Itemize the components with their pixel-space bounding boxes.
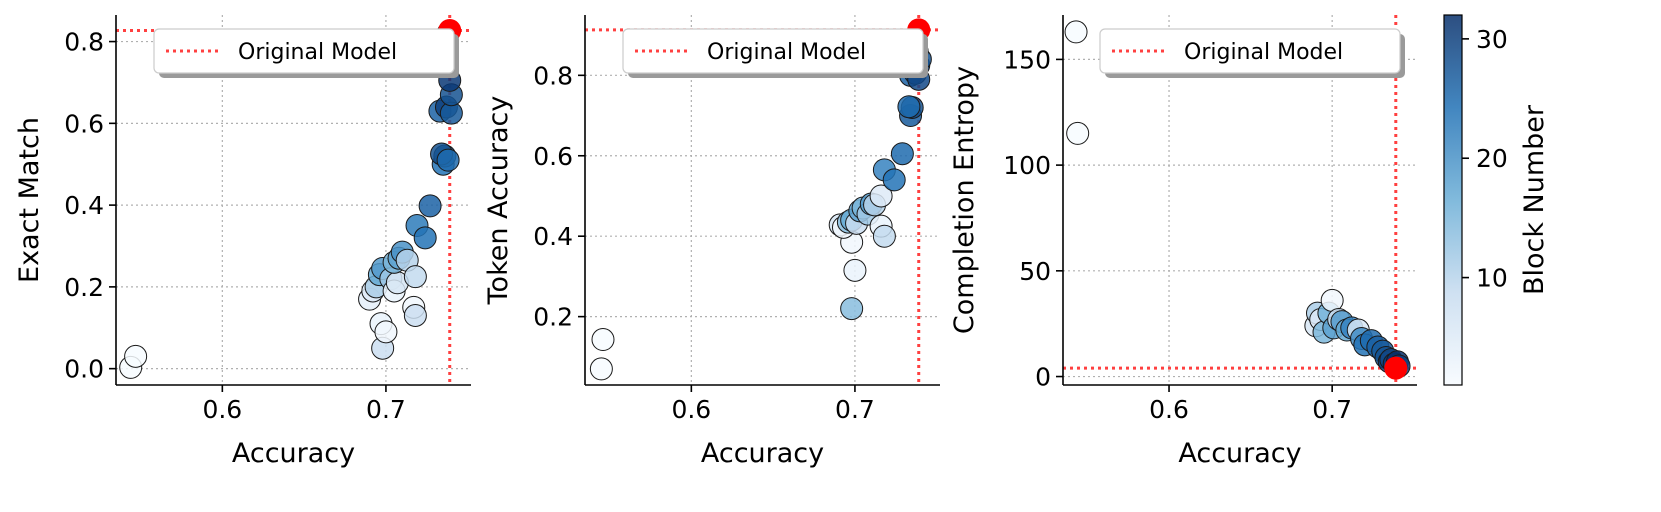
- data-point: [897, 95, 921, 119]
- y-axis-label: Token Accuracy: [483, 96, 514, 306]
- x-tick-label: 0.7: [1312, 395, 1352, 424]
- y-tick-label: 0.8: [64, 28, 104, 57]
- legend: Original Model: [1099, 28, 1405, 78]
- y-tick-label: 0.8: [533, 61, 573, 90]
- y-tick-label: 0: [1035, 363, 1051, 392]
- x-axis-label: Accuracy: [232, 438, 355, 469]
- colorbar-tick-label: 10: [1476, 264, 1508, 293]
- x-axis-label: Accuracy: [701, 438, 824, 469]
- x-tick-label: 0.6: [1149, 395, 1189, 424]
- legend-label: Original Model: [238, 40, 397, 65]
- data-point: [124, 344, 148, 368]
- y-tick-label: 0.2: [64, 273, 104, 302]
- colorbar-label: Block Number: [1519, 104, 1550, 295]
- colorbar: 10 20 30 Block Number: [1443, 14, 1550, 386]
- legend-box: [1099, 28, 1401, 74]
- original-model-point: [1384, 356, 1408, 380]
- data-point: [436, 148, 460, 172]
- scatter-panel-2: 0.6 0.7 0.2 0.4 0.6 0.8 Accuracy Token Accuracy…: [483, 15, 940, 469]
- data-point: [418, 194, 442, 218]
- y-tick-label: 0.6: [64, 109, 104, 138]
- data-point: [403, 303, 427, 327]
- data-point: [589, 357, 613, 381]
- y-axis-label: Exact Match: [14, 117, 45, 283]
- colorbar-gradient: [1443, 14, 1463, 386]
- y-tick-label: 0.4: [64, 191, 104, 220]
- y-tick-label: 150: [1003, 45, 1051, 74]
- x-tick-label: 0.7: [835, 395, 875, 424]
- data-point: [840, 297, 864, 321]
- y-tick-label: 0.6: [533, 142, 573, 171]
- legend-label: Original Model: [707, 40, 866, 65]
- x-axis-label: Accuracy: [1178, 438, 1301, 469]
- scatter-panel-3: 0.6 0.7 0 50 100 150 Accuracy Completion Entrop…: [949, 15, 1417, 469]
- x-tick-label: 0.7: [366, 395, 406, 424]
- legend-box: [622, 28, 924, 74]
- data-point: [872, 224, 896, 248]
- data-point: [869, 184, 893, 208]
- colorbar-tick-label: 30: [1476, 25, 1508, 54]
- y-tick-label: 0.4: [533, 222, 573, 251]
- scatter-panel-1: 0.6 0.7 0.0 0.2 0.4 0.6 0.8 Accuracy Exact Match…: [14, 15, 471, 469]
- data-point: [591, 328, 615, 352]
- y-tick-label: 0.2: [533, 303, 573, 332]
- y-tick-label: 50: [1019, 257, 1051, 286]
- legend-label: Original Model: [1184, 40, 1343, 65]
- legend: Original Model: [153, 28, 459, 78]
- data-point: [403, 265, 427, 289]
- data-point: [1064, 20, 1088, 44]
- y-axis-label: Completion Entropy: [949, 66, 980, 334]
- data-point: [882, 168, 906, 192]
- x-tick-label: 0.6: [202, 395, 242, 424]
- x-tick-label: 0.6: [671, 395, 711, 424]
- y-tick-label: 100: [1003, 151, 1051, 180]
- data-point: [843, 258, 867, 282]
- data-point: [374, 320, 398, 344]
- legend-box: [153, 28, 455, 74]
- data-point: [413, 226, 437, 250]
- data-point: [890, 142, 914, 166]
- data-point: [1066, 121, 1090, 145]
- legend: Original Model: [622, 28, 928, 78]
- colorbar-tick-label: 20: [1476, 144, 1508, 173]
- y-tick-label: 0.0: [64, 355, 104, 384]
